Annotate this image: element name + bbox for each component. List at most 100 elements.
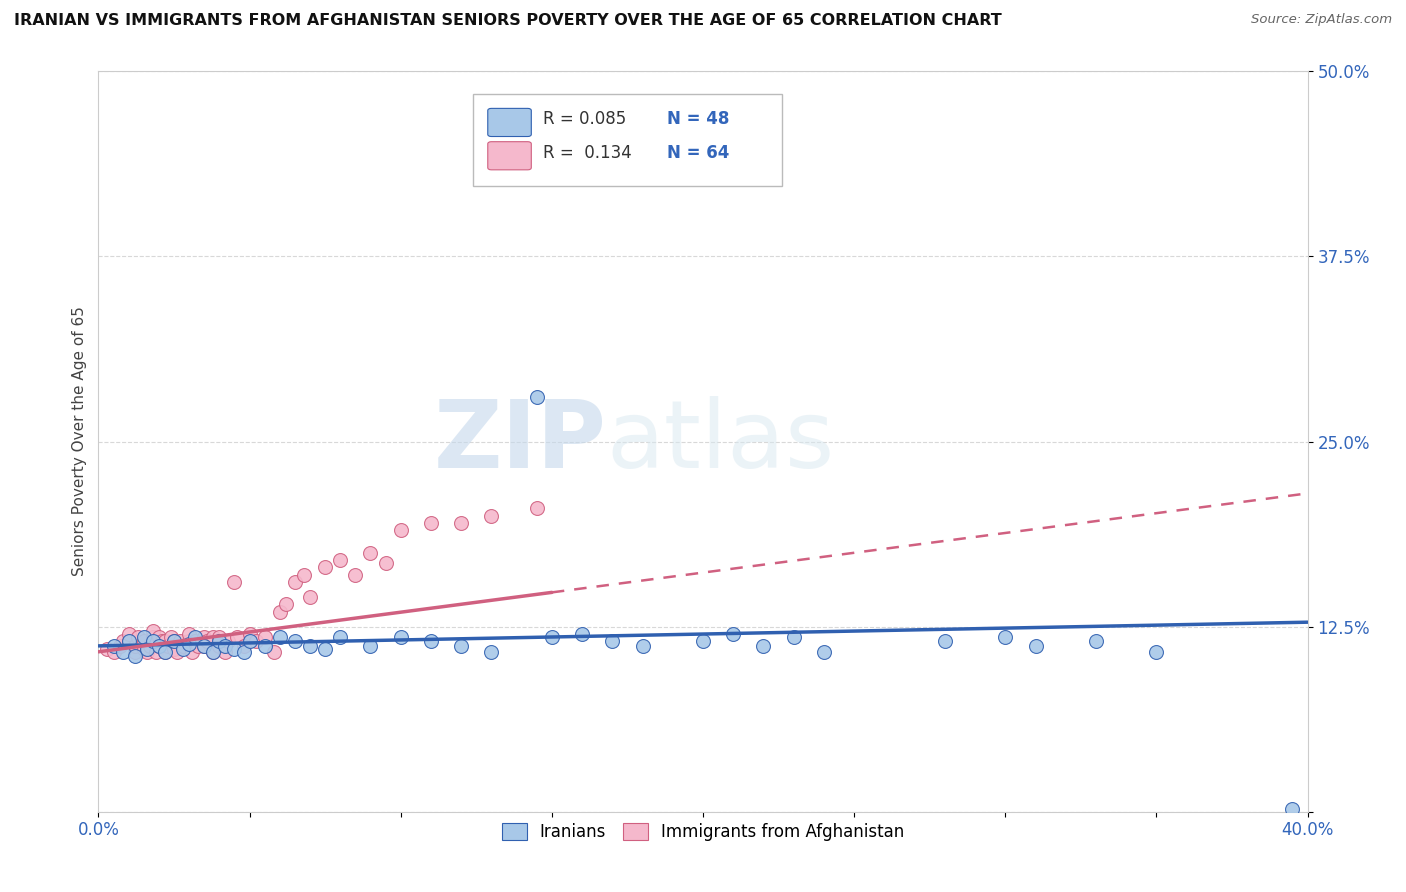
Point	[142, 624, 165, 638]
Point	[292, 567, 315, 582]
Point	[108, 639, 131, 653]
Point	[195, 634, 218, 648]
Point	[214, 645, 236, 659]
Point	[193, 639, 215, 653]
Point	[239, 627, 262, 641]
Point	[208, 630, 231, 644]
Point	[224, 641, 246, 656]
Point	[103, 645, 125, 659]
Point	[179, 627, 201, 641]
Point	[150, 634, 173, 648]
Point	[571, 627, 593, 641]
Point	[299, 639, 322, 653]
Point	[526, 501, 548, 516]
Point	[181, 645, 204, 659]
Point	[160, 630, 183, 644]
Text: R = 0.085: R = 0.085	[543, 111, 627, 128]
Point	[1281, 802, 1303, 816]
Text: N = 48: N = 48	[666, 111, 730, 128]
Point	[124, 639, 146, 653]
Point	[179, 634, 201, 648]
Point	[127, 630, 149, 644]
Text: N = 64: N = 64	[666, 144, 730, 161]
Point	[329, 630, 352, 644]
Point	[263, 645, 285, 659]
Point	[96, 641, 118, 656]
Point	[994, 630, 1017, 644]
Text: ZIP: ZIP	[433, 395, 606, 488]
Point	[602, 634, 624, 648]
Point	[284, 575, 307, 590]
Point	[813, 645, 835, 659]
Point	[269, 605, 291, 619]
Point	[142, 630, 165, 644]
Text: atlas: atlas	[606, 395, 835, 488]
Point	[783, 630, 806, 644]
Point	[253, 639, 276, 653]
Point	[232, 639, 254, 653]
Point	[253, 630, 276, 644]
Point	[111, 645, 134, 659]
Point	[214, 639, 236, 653]
Point	[329, 553, 352, 567]
Point	[148, 639, 170, 653]
Point	[232, 645, 254, 659]
Point	[723, 627, 745, 641]
Point	[245, 634, 267, 648]
Point	[344, 567, 367, 582]
Point	[420, 634, 443, 648]
Point	[526, 390, 548, 404]
Point	[481, 645, 503, 659]
Point	[193, 630, 215, 644]
Point	[153, 634, 176, 648]
Point	[184, 630, 207, 644]
Point	[1085, 634, 1108, 648]
Point	[163, 634, 186, 648]
Point	[135, 645, 157, 659]
Point	[374, 556, 396, 570]
Point	[202, 630, 225, 644]
Text: IRANIAN VS IMMIGRANTS FROM AFGHANISTAN SENIORS POVERTY OVER THE AGE OF 65 CORREL: IRANIAN VS IMMIGRANTS FROM AFGHANISTAN S…	[14, 13, 1002, 29]
Point	[172, 639, 194, 653]
Point	[148, 639, 170, 653]
Point	[510, 168, 533, 182]
Point	[118, 634, 141, 648]
Point	[360, 546, 382, 560]
Point	[217, 634, 239, 648]
Point	[124, 645, 146, 659]
Point	[163, 634, 186, 648]
Point	[481, 508, 503, 523]
Point	[752, 639, 775, 653]
Point	[118, 634, 141, 648]
Point	[239, 634, 262, 648]
Point	[934, 634, 956, 648]
Point	[202, 645, 225, 659]
Point	[145, 645, 167, 659]
Point	[187, 639, 209, 653]
FancyBboxPatch shape	[474, 94, 782, 186]
Point	[360, 639, 382, 653]
Point	[135, 641, 157, 656]
Point	[692, 634, 714, 648]
Point	[124, 649, 146, 664]
Point	[450, 516, 472, 530]
Point	[631, 639, 654, 653]
Point	[166, 645, 188, 659]
Point	[169, 634, 191, 648]
Point	[163, 641, 186, 656]
Point	[184, 634, 207, 648]
Point	[153, 645, 176, 659]
Point	[389, 630, 412, 644]
Point	[299, 590, 322, 604]
Point	[132, 634, 155, 648]
Point	[450, 639, 472, 653]
Point	[156, 639, 179, 653]
Point	[153, 645, 176, 659]
Point	[314, 641, 336, 656]
Point	[111, 634, 134, 648]
Point	[389, 524, 412, 538]
Point	[179, 637, 201, 651]
Text: R =  0.134: R = 0.134	[543, 144, 633, 161]
Point	[224, 575, 246, 590]
FancyBboxPatch shape	[488, 109, 531, 136]
